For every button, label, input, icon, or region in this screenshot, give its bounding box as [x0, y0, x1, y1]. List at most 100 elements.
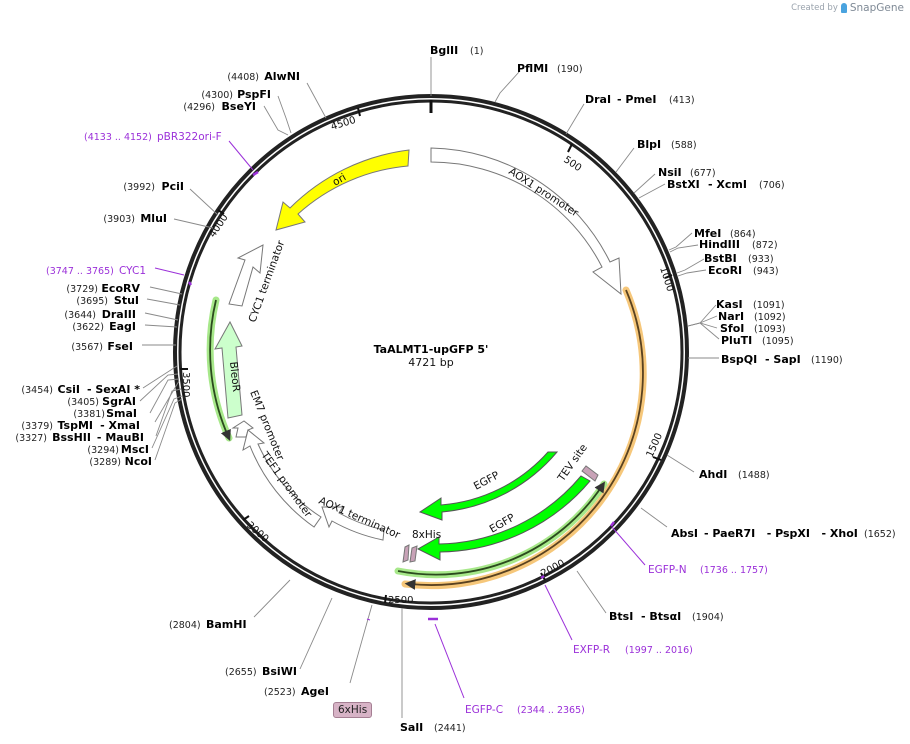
enzyme-bglii[interactable]: BglII (1)	[430, 44, 483, 57]
enzyme-bsshii-maubi[interactable]: (3327) BssHII - MauBI	[15, 431, 144, 444]
enzyme-ahdi[interactable]: AhdI (1488)	[699, 468, 770, 481]
feature-cyc1-terminator[interactable]: CYC1 terminator	[228, 238, 288, 324]
enzyme-fsei[interactable]: (3567) FseI	[71, 340, 133, 353]
enzyme-nari[interactable]: NarI (1092)	[718, 310, 786, 323]
enzyme-nsii[interactable]: NsiI (677)	[658, 166, 716, 179]
enzyme-ecorv[interactable]: (3729) EcoRV	[66, 282, 140, 295]
tick-label-3500: 3500	[180, 372, 191, 397]
enzyme-blpi[interactable]: BlpI (588)	[637, 138, 697, 151]
enzyme-bamhi[interactable]: (2804) BamHI	[169, 618, 247, 631]
enzyme-pcii[interactable]: (3992) PciI	[123, 180, 184, 193]
svg-text:SalI: SalI	[400, 721, 423, 734]
enzyme-labels-bottom: SalI (2441) (2523) AgeI (2655) BsiWI (2804)…	[169, 618, 466, 734]
svg-text:(2344 .. 2365): (2344 .. 2365)	[517, 705, 585, 716]
svg-text:AlwNI: AlwNI	[264, 70, 300, 83]
svg-text:BstXI: BstXI	[667, 178, 700, 191]
svg-text:(3405): (3405)	[67, 397, 99, 408]
enzyme-bsiwi[interactable]: (2655) BsiWI	[225, 665, 297, 678]
feature-bleor[interactable]: BleoR	[214, 320, 243, 419]
primer-cyc1[interactable]: (3747 .. 3765) CYC1	[46, 265, 146, 277]
svg-text:NsiI: NsiI	[658, 166, 682, 179]
svg-text:(1736 .. 1757): (1736 .. 1757)	[700, 565, 768, 576]
plasmid-name: TaALMT1-upGFP 5'	[374, 343, 489, 356]
enzyme-sfoi[interactable]: SfoI (1093)	[720, 322, 786, 335]
enzyme-bspqi-sapi[interactable]: BspQI - SapI (1190)	[721, 353, 843, 366]
enzyme-mlui[interactable]: (3903) MluI	[103, 212, 167, 225]
enzyme-btsi-btsai[interactable]: BtsI - BtsαI (1904)	[609, 610, 724, 623]
enzyme-bstxi-xcmi[interactable]: BstXI - XcmI (706)	[667, 178, 785, 191]
enzyme-pflmi[interactable]: PflMI (190)	[517, 62, 583, 75]
svg-text:MfeI: MfeI	[694, 227, 721, 240]
svg-text:FseI: FseI	[107, 340, 133, 353]
enzyme-drai-pmei[interactable]: DraI - PmeI (413)	[585, 93, 695, 106]
feature-aox1-promoter[interactable]: AOX1 promoter	[430, 147, 622, 296]
primer-egfp-n[interactable]: EGFP-N (1736 .. 1757)	[648, 564, 768, 576]
svg-text:PflMI: PflMI	[517, 62, 548, 75]
svg-text:(1091): (1091)	[753, 300, 785, 311]
svg-text:EcoRI: EcoRI	[708, 264, 742, 277]
enzyme-pluti[interactable]: PluTI (1095)	[721, 334, 794, 347]
feature-aox1-terminator[interactable]: AOX1 terminator	[317, 495, 403, 542]
svg-text:- XcmI: - XcmI	[708, 178, 747, 191]
svg-text:(1652): (1652)	[864, 529, 896, 540]
feature-egfp-1[interactable]: EGFP	[418, 451, 559, 521]
svg-text:EGFP-N: EGFP-N	[648, 564, 687, 576]
enzyme-kasi[interactable]: KasI (1091)	[716, 298, 785, 311]
svg-text:BtsI: BtsI	[609, 610, 633, 623]
orf-orange-arc	[401, 286, 647, 590]
svg-text:(1997 .. 2016): (1997 .. 2016)	[625, 645, 693, 656]
svg-text:(588): (588)	[671, 140, 697, 151]
primer-labels: (4133 .. 4152) pBR322ori-F (3747 .. 3765)…	[46, 131, 768, 716]
svg-text:SgrAI: SgrAI	[102, 395, 136, 408]
svg-text:CYC1: CYC1	[119, 265, 146, 277]
orf-bleor-arc	[206, 296, 233, 442]
feature-label-ori: ori	[331, 171, 349, 188]
feature-ori[interactable]: ori	[275, 149, 410, 231]
enzyme-draiii[interactable]: (3644) DraIII	[64, 308, 136, 321]
enzyme-ncoi[interactable]: (3289) NcoI	[89, 455, 152, 468]
enzyme-ecori[interactable]: EcoRI (943)	[708, 264, 779, 277]
enzyme-sali[interactable]: SalI (2441)	[400, 721, 466, 734]
enzyme-msci[interactable]: (3294) MscI	[87, 443, 149, 456]
enzyme-mfei[interactable]: MfeI (864)	[694, 227, 756, 240]
svg-text:(1): (1)	[470, 46, 483, 57]
primer-pbr322ori-f[interactable]: (4133 .. 4152) pBR322ori-F	[84, 131, 222, 143]
enzyme-sgrai[interactable]: (3405) SgrAI	[67, 395, 136, 408]
primer-egfp-c[interactable]: EGFP-C (2344 .. 2365)	[465, 704, 585, 716]
svg-text:(1093): (1093)	[754, 324, 786, 335]
feature-6xhis-tag[interactable]: 6xHis	[333, 702, 373, 718]
enzyme-bseyi[interactable]: (4296) BseYI	[183, 100, 256, 113]
svg-text:SmaI: SmaI	[106, 407, 137, 420]
orf-green-arc	[394, 480, 608, 579]
enzyme-eagi[interactable]: (3622) EagI	[72, 320, 136, 333]
feature-label-bleor: BleoR	[227, 361, 242, 392]
svg-text:AbsI: AbsI	[671, 527, 698, 540]
svg-text:(3327): (3327)	[15, 433, 47, 444]
feature-tev-site[interactable]: TEV site	[555, 442, 599, 485]
snapgene-credit: Created by SnapGene	[791, 2, 904, 14]
svg-text:(3289): (3289)	[89, 457, 121, 468]
enzyme-smai[interactable]: (3381) SmaI	[73, 407, 137, 420]
enzyme-bstbi[interactable]: BstBI (933)	[704, 252, 774, 265]
enzyme-connectors	[139, 57, 720, 718]
enzyme-absi-paer7i-pspxi-xhoi[interactable]: AbsI - PaeR7I - PspXI - XhoI (1652)	[671, 527, 896, 540]
svg-text:(864): (864)	[730, 229, 756, 240]
svg-text:(3747 .. 3765): (3747 .. 3765)	[46, 266, 114, 277]
plasmid-length: 4721 bp	[408, 356, 453, 369]
svg-text:MluI: MluI	[140, 212, 167, 225]
enzyme-stui[interactable]: (3695) StuI	[76, 294, 139, 307]
svg-text:(2655): (2655)	[225, 667, 257, 678]
enzyme-tspmi-xmai[interactable]: (3379) TspMI - XmaI	[21, 419, 140, 432]
svg-text:(3695): (3695)	[76, 296, 108, 307]
enzyme-agei[interactable]: (2523) AgeI	[264, 685, 329, 698]
svg-text:(4296): (4296)	[183, 102, 215, 113]
primer-exfp-r[interactable]: EXFP-R (1997 .. 2016)	[573, 644, 693, 656]
svg-text:MscI: MscI	[121, 443, 149, 456]
svg-text:DraI: DraI	[585, 93, 611, 106]
enzyme-pspfi[interactable]: (4300) PspFI	[201, 88, 271, 101]
enzyme-alwni[interactable]: (4408) AlwNI	[227, 70, 300, 83]
feature-8xhis[interactable]: 8xHis	[402, 529, 441, 563]
enzyme-hindiii[interactable]: HindIII (872)	[699, 238, 778, 251]
snapgene-brand: SnapGene	[849, 2, 904, 14]
enzyme-csii-sexai[interactable]: (3454) CsiI - SexAI *	[21, 383, 140, 396]
